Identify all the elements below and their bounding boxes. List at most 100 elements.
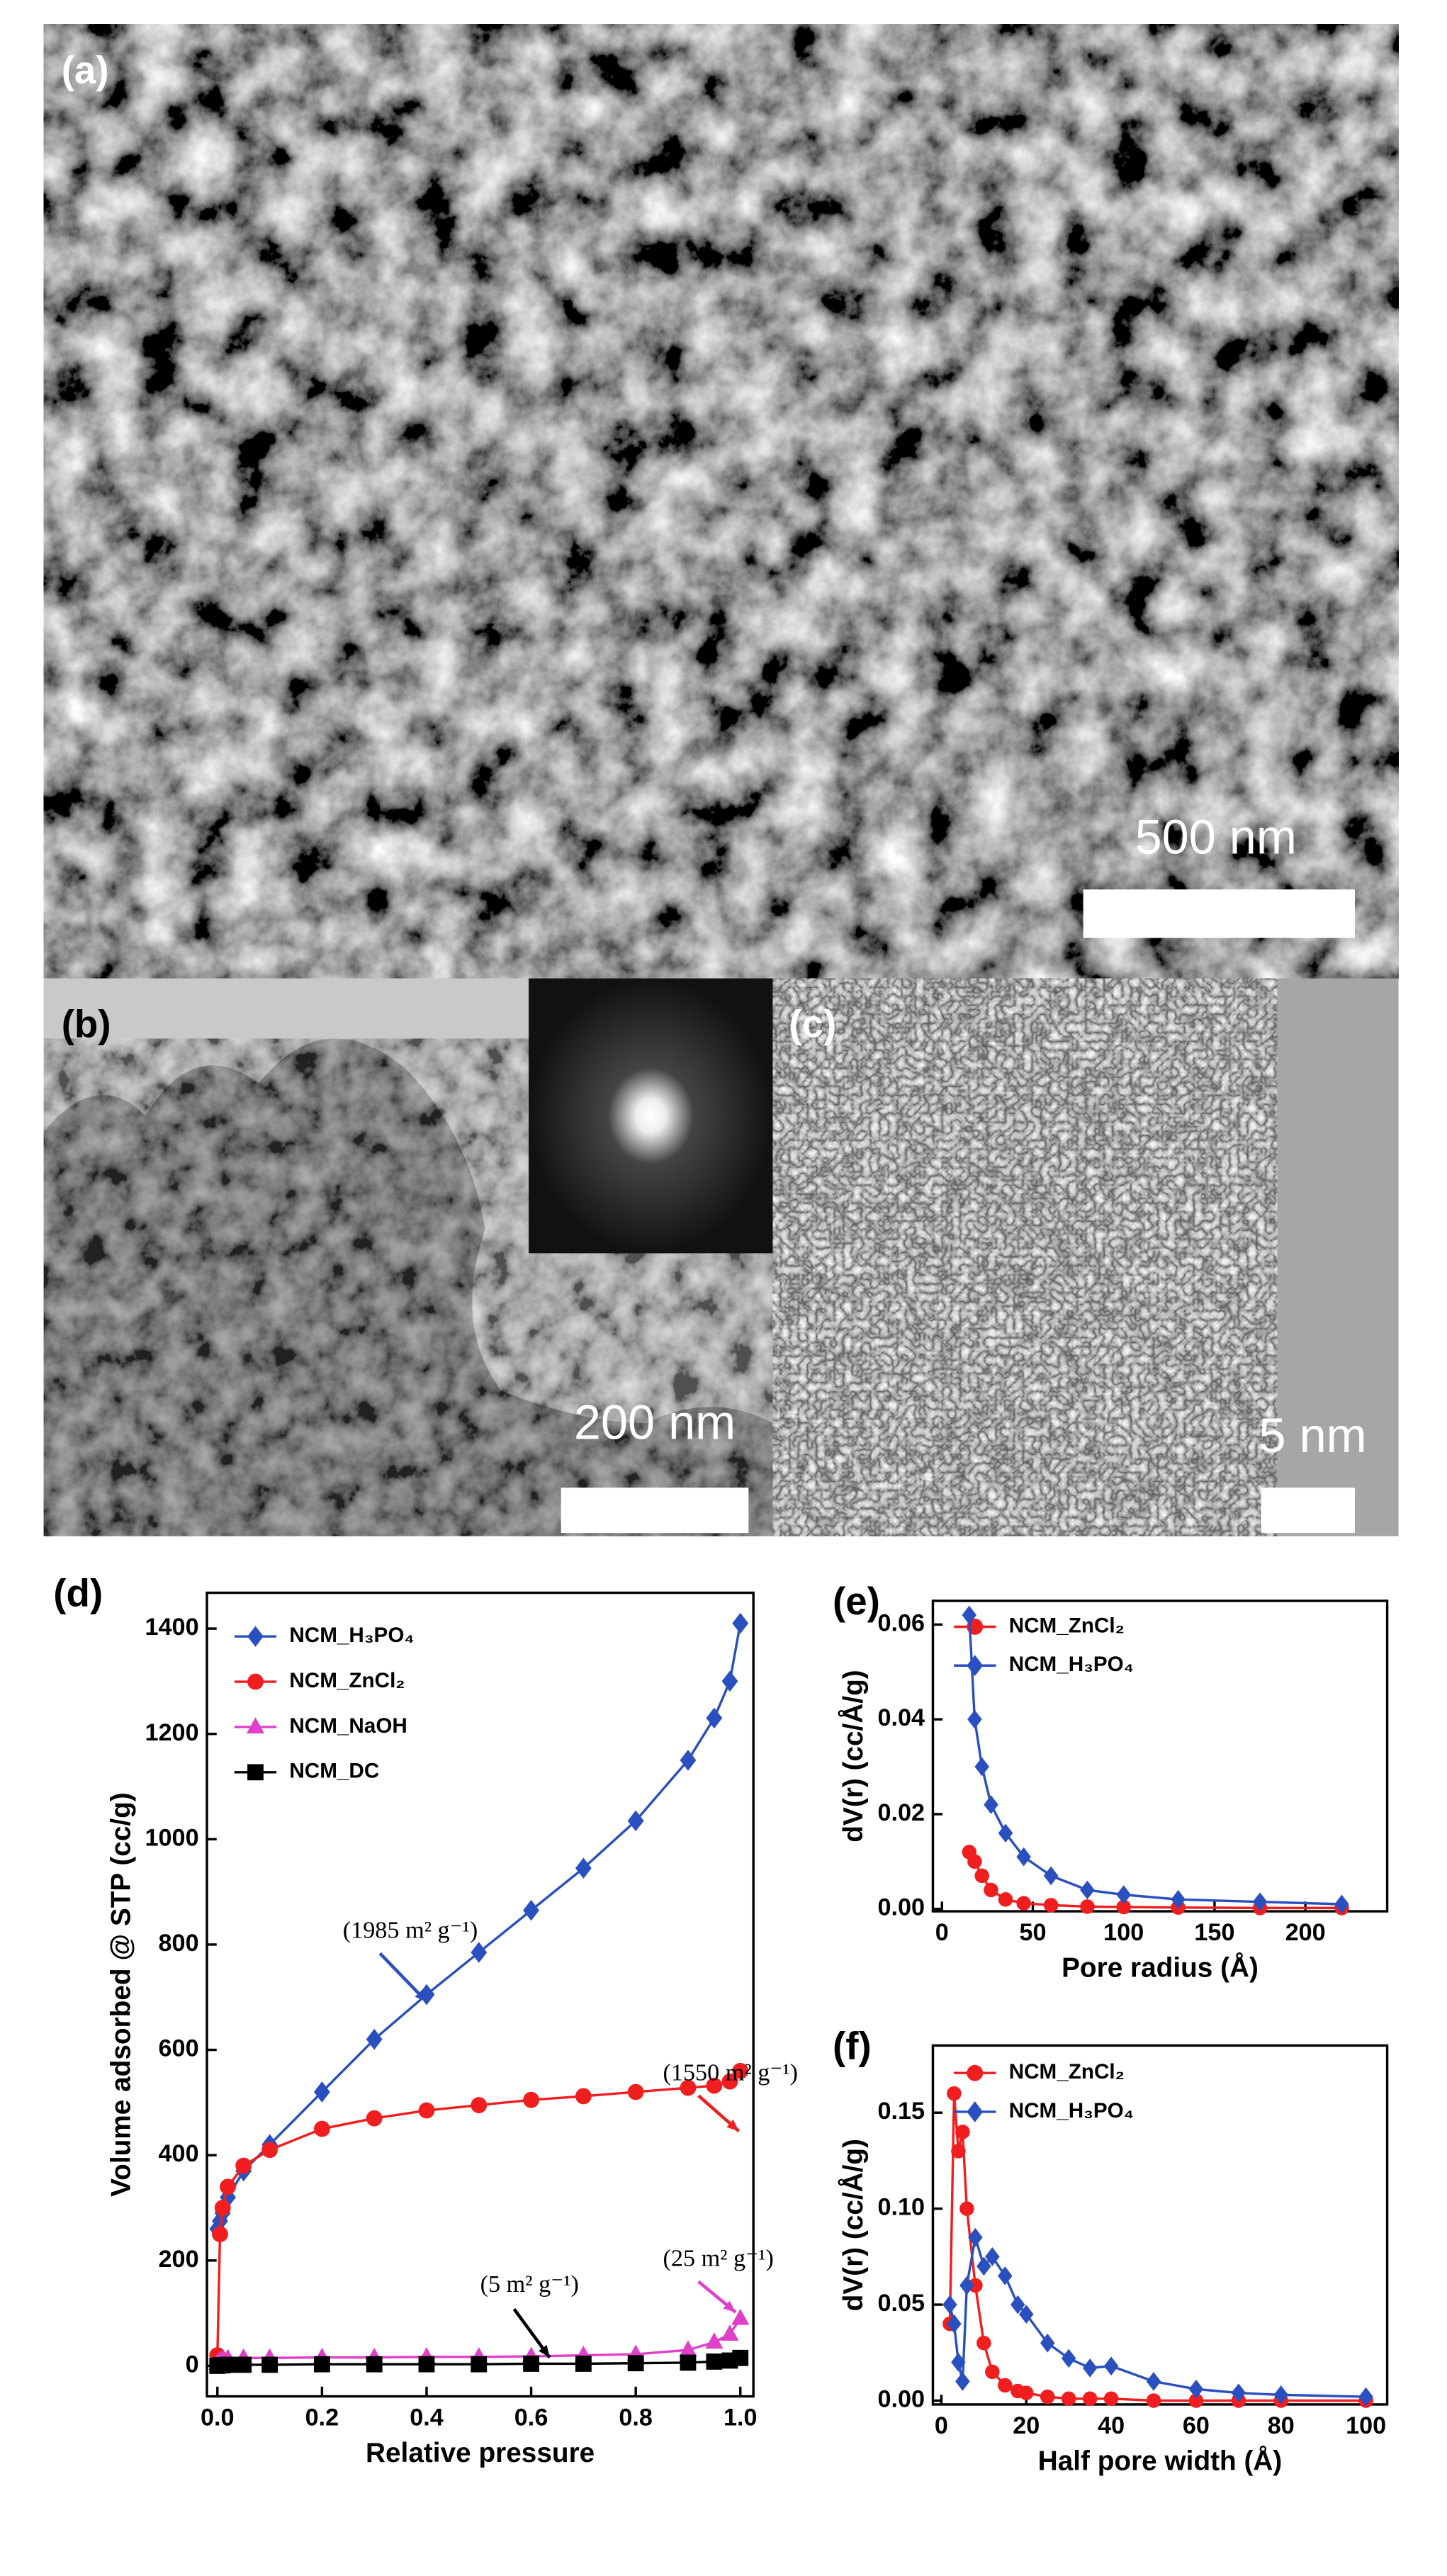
marker (732, 2349, 749, 2366)
x-tick-label: 60 (1183, 2412, 1210, 2439)
marker (721, 2073, 738, 2090)
x-tick-label: 50 (1019, 1919, 1046, 1946)
y-tick-label: 600 (159, 2035, 199, 2062)
marker (471, 2097, 488, 2113)
scale-bar (561, 1487, 749, 1534)
chart-label: (d) (53, 1571, 103, 1615)
marker (967, 1655, 984, 1677)
marker (1010, 2295, 1025, 2315)
y-tick-label: 0.00 (877, 2386, 925, 2413)
marker (214, 2200, 231, 2216)
marker (1082, 2391, 1098, 2407)
marker (261, 2356, 278, 2373)
marker (366, 2356, 383, 2373)
marker (732, 1612, 749, 1634)
marker (1103, 2356, 1119, 2376)
x-tick-label: 0 (935, 1919, 949, 1946)
plot-frame (931, 2044, 1389, 2406)
legend-label: NCM_H₃PO₄ (1009, 2099, 1134, 2122)
marker (1146, 2393, 1161, 2408)
x-tick-label: 40 (1098, 2412, 1125, 2439)
marker (1334, 1894, 1349, 1914)
marker (706, 1707, 723, 1729)
marker (523, 2091, 539, 2108)
marker (523, 2356, 539, 2372)
y-tick-label: 0.00 (877, 1894, 925, 1921)
marker (523, 1899, 539, 1921)
scale-bar (1261, 1487, 1355, 1534)
marker (998, 1892, 1013, 1907)
marker (959, 2201, 974, 2216)
legend-label: NCM_DC (289, 1760, 379, 1783)
annotation: (1985 m² g⁻¹) (343, 1918, 478, 1944)
chart-label: (e) (833, 1579, 880, 1623)
series-line (968, 1614, 1342, 1906)
scale-bar-label: 500 nm (1135, 810, 1297, 865)
legend-label: NCM_H₃PO₄ (289, 1624, 414, 1647)
marker (998, 2378, 1013, 2393)
chart-label: (f) (833, 2023, 872, 2067)
marker (313, 2120, 330, 2137)
marker (575, 1857, 592, 1879)
y-tick-label: 0.02 (877, 1799, 925, 1826)
marker (955, 2125, 970, 2139)
marker (680, 2079, 697, 2096)
legend-label: NCM_H₃PO₄ (1009, 1653, 1134, 1676)
x-tick-label: 0.2 (305, 2405, 339, 2431)
panel-label: (a) (62, 47, 109, 91)
x-tick-label: 150 (1194, 1919, 1234, 1946)
legend-label: NCM_ZnCl₂ (289, 1669, 405, 1692)
y-tick-label: 1000 (145, 1824, 199, 1851)
x-tick-label: 100 (1346, 2412, 1386, 2439)
marker (1103, 2391, 1119, 2407)
marker (984, 1795, 998, 1814)
marker (984, 1882, 998, 1898)
marker (732, 2062, 749, 2079)
y-tick-label: 1200 (145, 1719, 199, 1746)
scale-bar-label: 5 nm (1259, 1408, 1367, 1463)
marker (680, 2354, 697, 2371)
marker (731, 2308, 750, 2325)
marker (976, 2335, 991, 2351)
marker (951, 2352, 966, 2372)
annotation: (5 m² g⁻¹) (480, 2271, 579, 2297)
marker (706, 2353, 723, 2370)
x-tick-label: 0 (935, 2412, 948, 2439)
marker (962, 1605, 977, 1625)
marker (235, 2356, 252, 2373)
annotation-arrowhead (723, 2300, 736, 2312)
sem-image (43, 24, 1399, 979)
marker (1080, 1899, 1095, 1914)
marker (1082, 2358, 1098, 2378)
marker (247, 1626, 264, 1648)
x-tick-label: 100 (1103, 1919, 1144, 1946)
y-tick-label: 400 (159, 2140, 199, 2167)
marker (968, 2227, 983, 2247)
legend-label: NCM_ZnCl₂ (1009, 1614, 1125, 1637)
x-tick-label: 1.0 (724, 2405, 758, 2431)
legend-label: NCM_NaOH (289, 1714, 407, 1738)
x-tick-label: 20 (1013, 2412, 1040, 2439)
y-axis-label: Volume adsorbed @ STP (cc/g) (106, 1792, 137, 2197)
marker (418, 2356, 435, 2373)
x-tick-label: 0.8 (619, 2405, 653, 2431)
annotation-arrowhead (726, 2119, 739, 2132)
marker (985, 2247, 1000, 2266)
plot-frame (205, 1591, 755, 2398)
marker (705, 2332, 724, 2349)
y-tick-label: 0.15 (877, 2098, 925, 2125)
tem-texture (43, 1038, 773, 1536)
marker (1146, 2372, 1161, 2391)
x-axis-label: Half pore width (Å) (1038, 2445, 1283, 2476)
marker (247, 1673, 264, 1690)
marker (212, 2226, 228, 2243)
marker (706, 2077, 723, 2094)
marker (220, 2356, 236, 2373)
y-tick-label: 0.05 (877, 2290, 925, 2317)
marker (261, 2142, 278, 2159)
marker (575, 2356, 592, 2372)
hrtem-texture (772, 978, 1278, 1536)
marker (1043, 1898, 1059, 1913)
y-tick-label: 0.04 (877, 1704, 925, 1731)
marker (1358, 2387, 1373, 2407)
